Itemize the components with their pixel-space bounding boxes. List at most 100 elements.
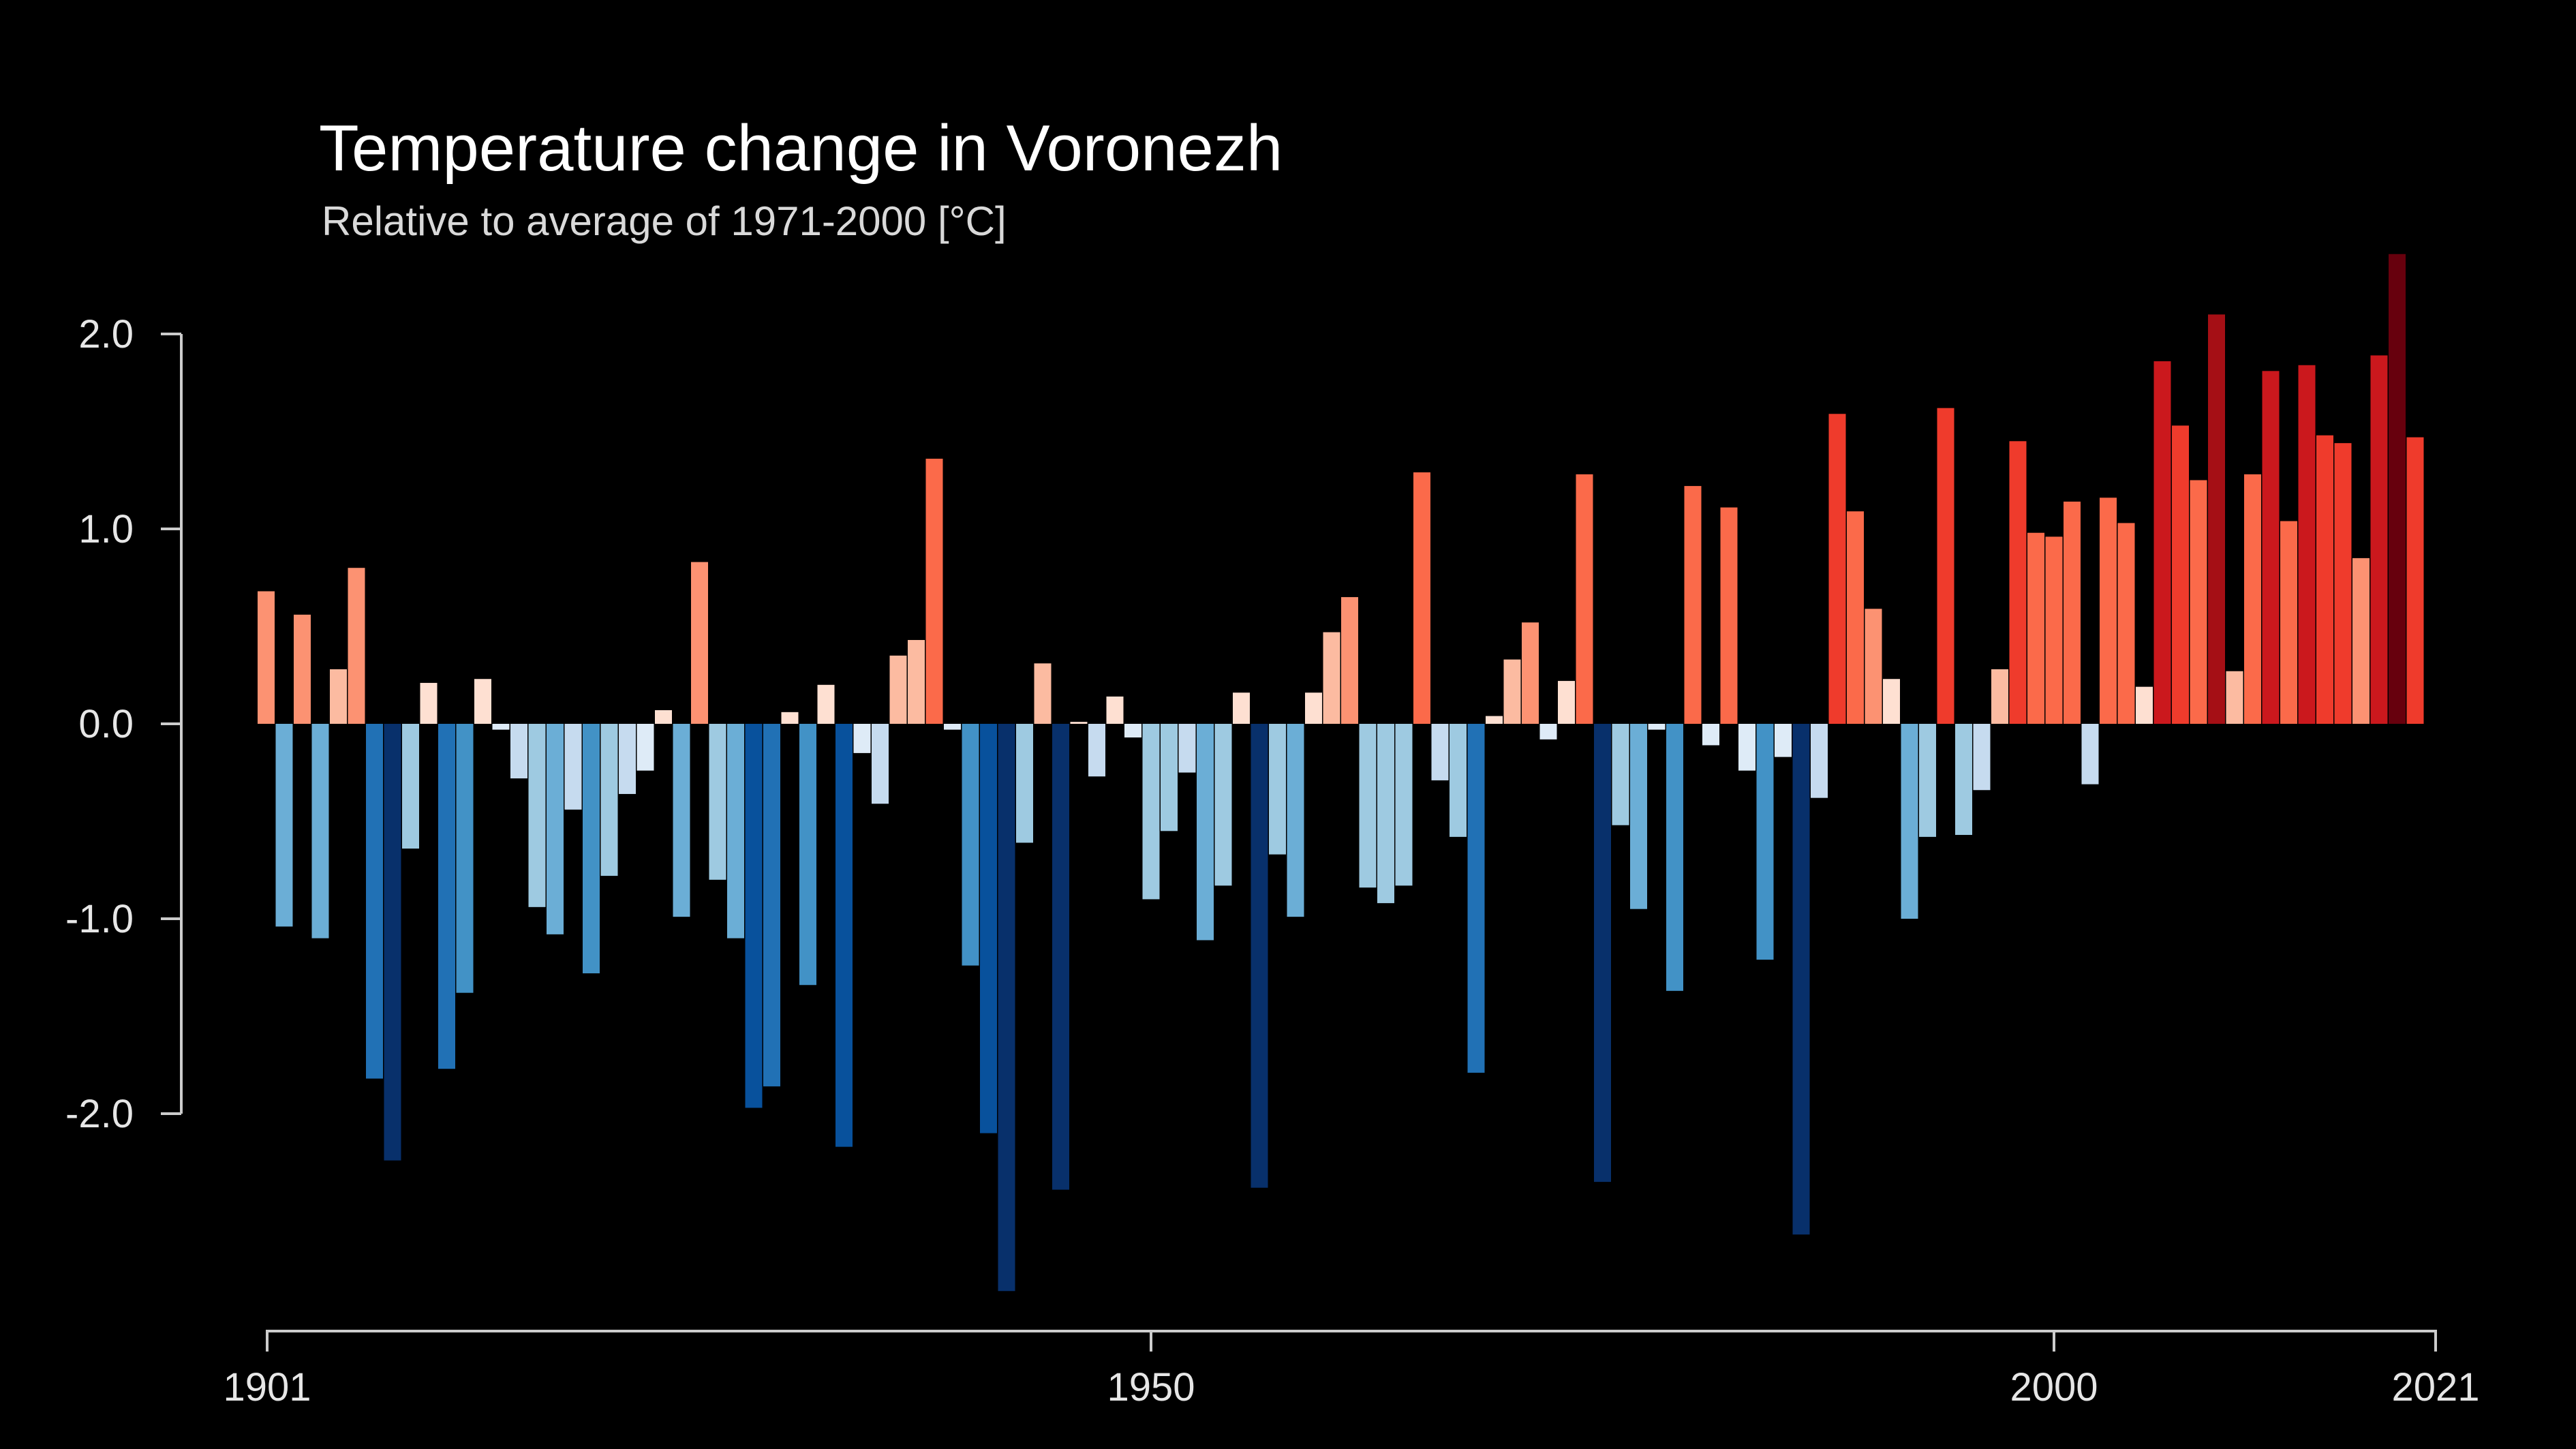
bar-1924 [673, 724, 690, 917]
bar-1915 [510, 724, 527, 779]
bar-1904 [311, 724, 329, 939]
bar-1971 [1522, 622, 1539, 724]
bar-1934 [853, 724, 871, 753]
bar-1994 [1937, 408, 1954, 724]
bar-1905 [330, 669, 347, 724]
y-tick-label: 1.0 [78, 507, 134, 551]
bar-1920 [600, 724, 618, 876]
bar-1908 [384, 724, 401, 1161]
bar-1921 [619, 724, 636, 794]
bar-1988 [1828, 414, 1846, 724]
bar-1906 [348, 568, 365, 724]
bar-1926 [709, 724, 726, 880]
bar-1967 [1450, 724, 1467, 837]
bar-1938 [925, 459, 943, 724]
bar-1930 [781, 712, 799, 724]
bar-1902 [275, 724, 293, 927]
bar-1977 [1630, 724, 1647, 909]
bar-1990 [1865, 609, 1882, 724]
bar-1973 [1558, 681, 1575, 724]
y-tick-label: -2.0 [65, 1092, 134, 1136]
bar-1968 [1467, 724, 1485, 1073]
bar-2014 [2298, 365, 2316, 724]
bar-1964 [1395, 724, 1413, 886]
bar-1949 [1124, 724, 1141, 738]
x-axis: 1901 1950 2000 2021 [223, 1330, 2480, 1409]
bar-1956 [1251, 724, 1268, 1188]
bar-1935 [872, 724, 889, 804]
bar-1946 [1070, 722, 1088, 724]
bar-1951 [1161, 724, 1178, 832]
bar-1959 [1305, 692, 1322, 724]
bar-1911 [438, 724, 455, 1069]
bar-1962 [1359, 724, 1377, 888]
bar-1923 [655, 710, 672, 724]
bar-1991 [1883, 679, 1900, 724]
bar-1975 [1594, 724, 1611, 1183]
bar-1953 [1197, 724, 1214, 941]
bar-1960 [1323, 632, 1340, 724]
bar-1922 [637, 724, 654, 771]
bar-1983 [1738, 724, 1755, 771]
bar-1989 [1847, 511, 1864, 724]
bar-1931 [799, 724, 816, 986]
bar-1913 [474, 679, 491, 724]
bar-1958 [1287, 724, 1304, 917]
bar-1932 [817, 684, 835, 724]
x-tick-label: 2000 [2010, 1365, 2098, 1409]
bar-1981 [1702, 724, 1719, 746]
bar-1927 [727, 724, 744, 939]
bar-1961 [1341, 597, 1358, 724]
bar-1903 [294, 614, 311, 724]
bar-1950 [1142, 724, 1160, 900]
bar-1910 [420, 682, 438, 724]
bar-1948 [1106, 696, 1124, 724]
bar-1919 [583, 724, 600, 974]
bar-1970 [1503, 659, 1521, 724]
bar-2005 [2136, 686, 2153, 724]
x-tick-label: 2021 [2391, 1365, 2479, 1409]
bar-1907 [366, 724, 383, 1079]
bar-2019 [2389, 254, 2406, 724]
chart-subtitle: Relative to average of 1971-2000 [°C] [322, 198, 1007, 244]
bar-2018 [2370, 355, 2388, 724]
bar-1917 [547, 724, 564, 934]
bar-1909 [402, 724, 419, 849]
chart-title: Temperature change in Voronezh [319, 112, 1283, 185]
bar-1925 [691, 562, 708, 724]
bar-2007 [2172, 425, 2189, 724]
bar-1963 [1377, 724, 1394, 904]
bar-1984 [1756, 724, 1774, 960]
bar-1929 [763, 724, 780, 1086]
bar-1944 [1034, 663, 1052, 724]
bar-1999 [2027, 532, 2044, 724]
bar-1969 [1486, 716, 1503, 724]
bar-1978 [1648, 724, 1666, 730]
bar-1954 [1214, 724, 1232, 886]
bar-2008 [2190, 480, 2207, 724]
bar-1998 [2009, 441, 2027, 724]
y-tick-label: -1.0 [65, 897, 134, 941]
bar-2004 [2117, 523, 2135, 724]
bar-1965 [1413, 472, 1430, 724]
bar-1974 [1576, 474, 1593, 724]
bar-1979 [1666, 724, 1683, 991]
bar-1942 [998, 724, 1015, 1292]
bar-2013 [2280, 521, 2297, 724]
bar-2015 [2316, 435, 2333, 724]
bar-1940 [962, 724, 979, 966]
bar-1986 [1792, 724, 1810, 1235]
bar-2000 [2045, 536, 2063, 724]
bar-2009 [2208, 314, 2225, 724]
bar-1901 [258, 591, 275, 724]
bar-1918 [564, 724, 582, 810]
bar-1914 [492, 724, 510, 730]
y-tick-label: 2.0 [78, 312, 134, 356]
y-tick-label: 0.0 [78, 702, 134, 746]
bar-2010 [2226, 671, 2243, 724]
x-tick-label: 1901 [223, 1365, 311, 1409]
bar-1976 [1612, 724, 1629, 825]
bar-1941 [980, 724, 997, 1133]
